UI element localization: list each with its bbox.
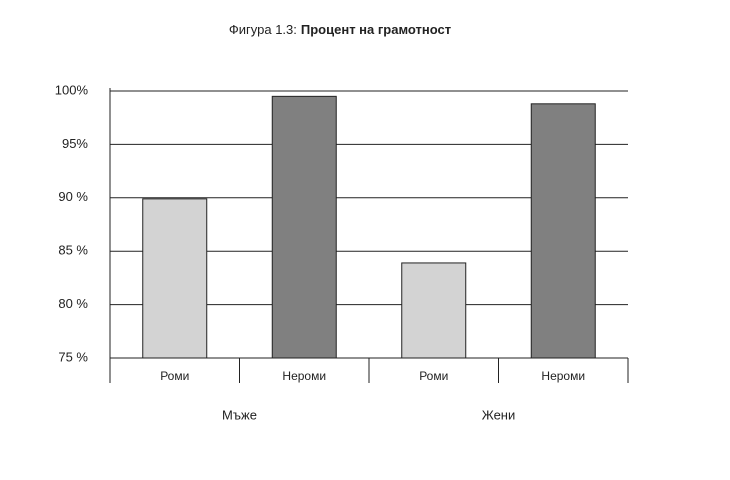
figure-label: Фигура 1.3: [229, 22, 297, 37]
group-label: Жени [482, 407, 516, 422]
y-tick-label: 95% [62, 136, 88, 151]
y-tick-label: 90 % [58, 189, 88, 204]
y-tick-label: 75 % [58, 349, 88, 364]
title-text: Процент на грамотност [301, 22, 451, 37]
chart-title: Фигура 1.3: Процент на грамотност [229, 22, 451, 37]
y-tick-label: 100% [55, 82, 89, 97]
x-tick-label: Нероми [282, 369, 326, 383]
y-tick-label: 80 % [58, 296, 88, 311]
bar [142, 198, 208, 359]
x-tick-label: Роми [160, 369, 189, 383]
bar [271, 95, 337, 359]
x-tick-label: Роми [419, 369, 448, 383]
bar [530, 103, 596, 359]
bar [401, 262, 467, 359]
x-tick-label: Нероми [541, 369, 585, 383]
y-tick-label: 85 % [58, 243, 88, 258]
group-label: Мъже [222, 407, 257, 422]
